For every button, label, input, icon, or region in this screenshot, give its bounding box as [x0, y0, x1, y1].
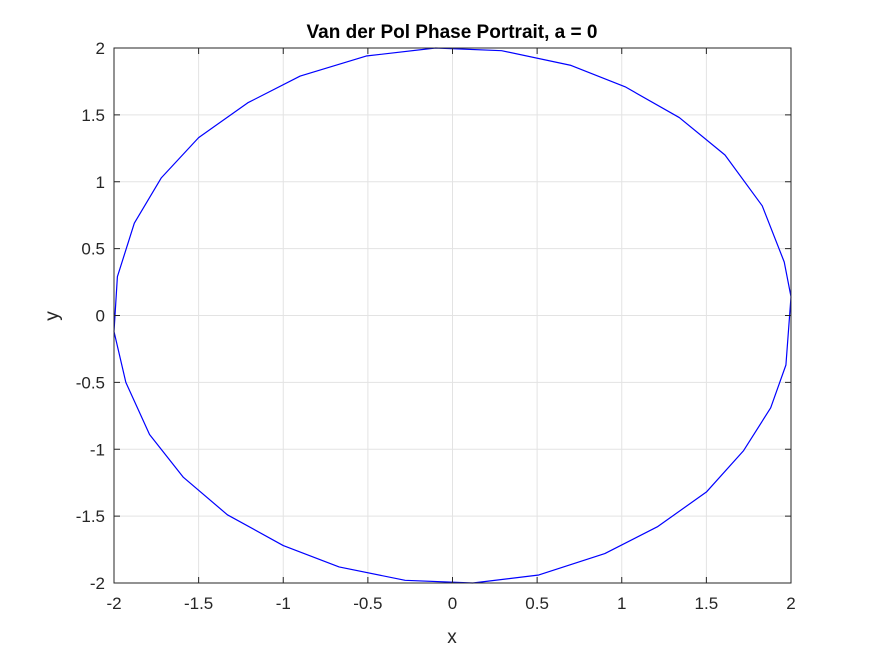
y-tick-label: 1.5	[81, 106, 105, 125]
x-tick-label: -1.5	[184, 594, 213, 613]
x-tick-label: -0.5	[353, 594, 382, 613]
x-tick-label: 0	[448, 594, 457, 613]
y-tick-label: -2	[90, 574, 105, 593]
x-tick-label: -2	[106, 594, 121, 613]
chart-title: Van der Pol Phase Portrait, a = 0	[307, 22, 598, 43]
x-tick-label: -1	[276, 594, 291, 613]
x-tick-label: 1	[617, 594, 626, 613]
y-tick-labels: -2 -1.5 -1 -0.5 0 0.5 1 1.5 2	[76, 39, 105, 593]
y-tick-label: -1	[90, 440, 105, 459]
y-tick-label: -0.5	[76, 373, 105, 392]
ticks	[113, 47, 792, 584]
grid	[113, 47, 792, 584]
x-axis-label: x	[447, 627, 457, 648]
x-tick-label: 2	[786, 594, 795, 613]
x-tick-label: 1.5	[695, 594, 719, 613]
y-tick-label: 0	[96, 307, 105, 326]
y-tick-label: 1	[96, 173, 105, 192]
x-tick-labels: -2 -1.5 -1 -0.5 0 0.5 1 1.5 2	[106, 594, 795, 613]
y-axis-label: y	[42, 311, 63, 321]
y-tick-label: 0.5	[81, 240, 105, 259]
y-tick-label: 2	[96, 39, 105, 58]
x-tick-label: 0.5	[525, 594, 549, 613]
y-tick-label: -1.5	[76, 507, 105, 526]
